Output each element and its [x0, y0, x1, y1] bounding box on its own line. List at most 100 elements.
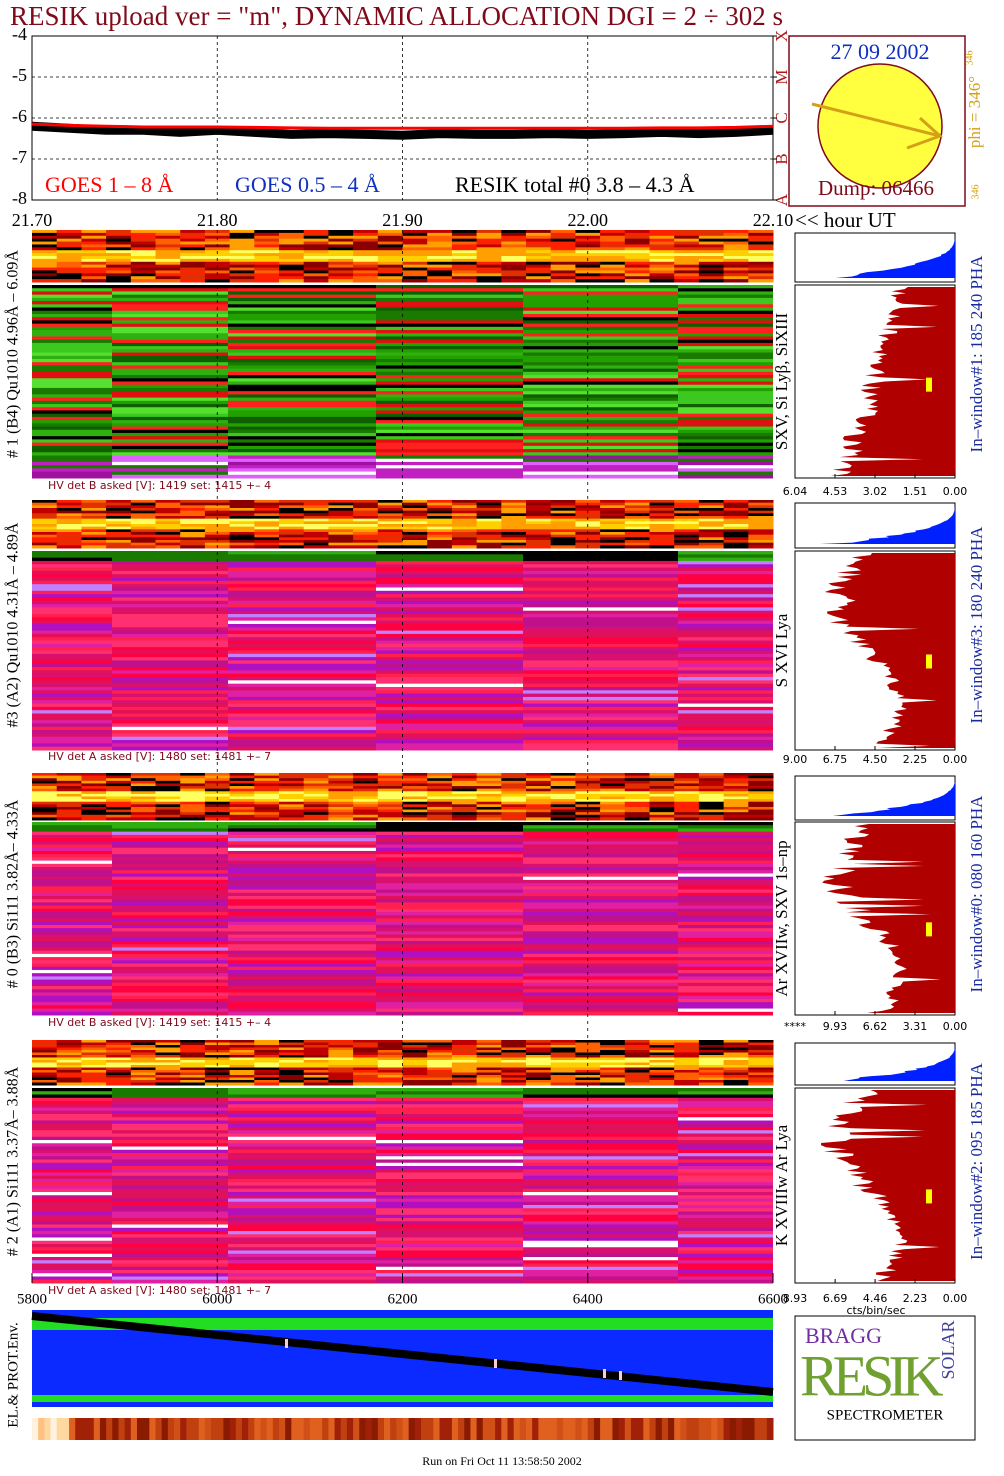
spectrogram-row — [376, 873, 523, 878]
spectrogram-cell — [353, 273, 379, 277]
spectrogram-row — [678, 710, 773, 715]
spectrogram-row — [112, 371, 228, 376]
spectrogram-row — [678, 449, 773, 453]
spectrogram-cell — [674, 540, 700, 544]
spectrogram-cell — [526, 1050, 552, 1053]
spectrogram-row — [678, 564, 773, 569]
spectrogram-row — [228, 1002, 376, 1006]
spectrogram-cell — [303, 238, 329, 243]
spectrogram-row — [32, 912, 112, 916]
spectrogram-cell — [204, 814, 231, 818]
spectrogram-row — [523, 1234, 678, 1238]
spectrogram-row — [376, 449, 523, 453]
spectrogram-row — [523, 577, 678, 582]
spectrogram-cell — [229, 247, 255, 251]
spectrogram-row — [32, 349, 112, 354]
spectrogram-cell — [698, 537, 725, 541]
spectrogram-cell — [56, 513, 82, 517]
spectrogram-cell — [723, 264, 749, 269]
spectrogram-row — [112, 822, 228, 826]
spectrogram-cell — [229, 1062, 255, 1066]
spectrogram-cell — [81, 1057, 107, 1061]
spectrogram-cell — [402, 513, 428, 517]
spectrogram-cell — [624, 773, 650, 777]
spectrogram-cell — [698, 500, 725, 504]
spectrogram-row — [678, 577, 773, 582]
spectrogram-cell — [106, 540, 132, 544]
spectrogram-row — [376, 375, 523, 379]
spectrogram-row — [32, 663, 112, 668]
spectrogram-cell — [303, 267, 329, 271]
spectrogram-cell — [353, 261, 379, 266]
spectrogram-row — [32, 1011, 112, 1016]
spectrogram-cell — [81, 505, 107, 509]
spectrogram-row — [376, 969, 523, 974]
spectrogram-cell — [624, 799, 650, 803]
spectrogram-cell — [180, 270, 206, 274]
spectrogram-cell — [204, 1080, 231, 1083]
spectrogram-cell — [353, 532, 379, 536]
spectrogram-cell — [723, 1082, 749, 1086]
spectrogram-cell — [155, 1047, 181, 1051]
spectrogram-cell — [328, 256, 354, 260]
spectrogram-row — [112, 339, 228, 344]
spectrogram-row — [376, 931, 523, 936]
spectrogram-cell — [402, 502, 428, 506]
spectrogram-row — [112, 304, 228, 309]
line-label: S XVI Lya — [772, 613, 791, 687]
spectrogram-row — [523, 1127, 678, 1131]
spectrogram-cell — [451, 804, 478, 808]
spectrogram-cell — [130, 796, 156, 800]
spectrogram-cell — [748, 279, 774, 283]
spectrogram-cell — [229, 1080, 255, 1083]
spectrogram-cell — [501, 806, 527, 811]
spectrogram-cell — [204, 806, 231, 811]
spectrogram-row — [32, 397, 112, 402]
spectrogram-row — [376, 895, 523, 900]
spectrogram-row — [228, 474, 376, 479]
spectrogram-row — [112, 653, 228, 658]
spectrogram-cell — [451, 1077, 478, 1081]
spectrogram-row — [32, 667, 112, 671]
spectrogram-row — [678, 683, 773, 688]
spectrogram-row — [678, 570, 773, 575]
spectrogram-row — [678, 1008, 773, 1013]
spectrogram-cell — [229, 788, 255, 792]
spectrogram-cell — [279, 773, 305, 777]
hist-tick-label: 6.62 — [863, 1020, 888, 1033]
spectrogram-cell — [427, 791, 453, 795]
spectrogram-cell — [674, 1077, 700, 1081]
spectrogram-cell — [674, 500, 700, 504]
spectrogram-row — [32, 873, 112, 878]
spectrogram-cell — [155, 796, 181, 800]
spectrogram-row — [523, 384, 678, 389]
spectrogram-row — [112, 963, 228, 968]
spectrogram-cell — [180, 1047, 206, 1051]
spectrogram-row — [32, 1224, 112, 1229]
spectrogram-row — [228, 1172, 376, 1177]
spectrogram-row — [523, 1198, 678, 1203]
spectrogram-cell — [526, 1045, 552, 1048]
spectrogram-cell — [600, 524, 626, 528]
spectrogram-cell — [698, 256, 725, 260]
spectrogram-row — [32, 825, 112, 829]
spectrogram-row — [112, 683, 228, 688]
spectrogram-row — [32, 355, 112, 360]
spectrogram-cell — [279, 261, 305, 266]
spectrogram-cell — [377, 505, 403, 509]
spectrogram-cell — [451, 799, 478, 803]
spectrogram-row — [523, 834, 678, 839]
spectrogram-row — [678, 950, 773, 955]
spectrogram-cell — [229, 814, 255, 818]
spectrogram-cell — [723, 526, 749, 530]
spectrogram-row — [376, 683, 523, 688]
spectrogram-cell — [56, 783, 82, 787]
spectrogram-cell — [377, 1060, 403, 1063]
spectrogram-cell — [427, 510, 453, 514]
spectrogram-row — [32, 1263, 112, 1268]
spectrogram-cell — [81, 250, 107, 254]
spectrogram-cell — [229, 513, 255, 517]
spectrogram-row — [678, 371, 773, 376]
phi-sup: 346 — [964, 51, 975, 66]
spectrogram-row — [523, 285, 678, 289]
